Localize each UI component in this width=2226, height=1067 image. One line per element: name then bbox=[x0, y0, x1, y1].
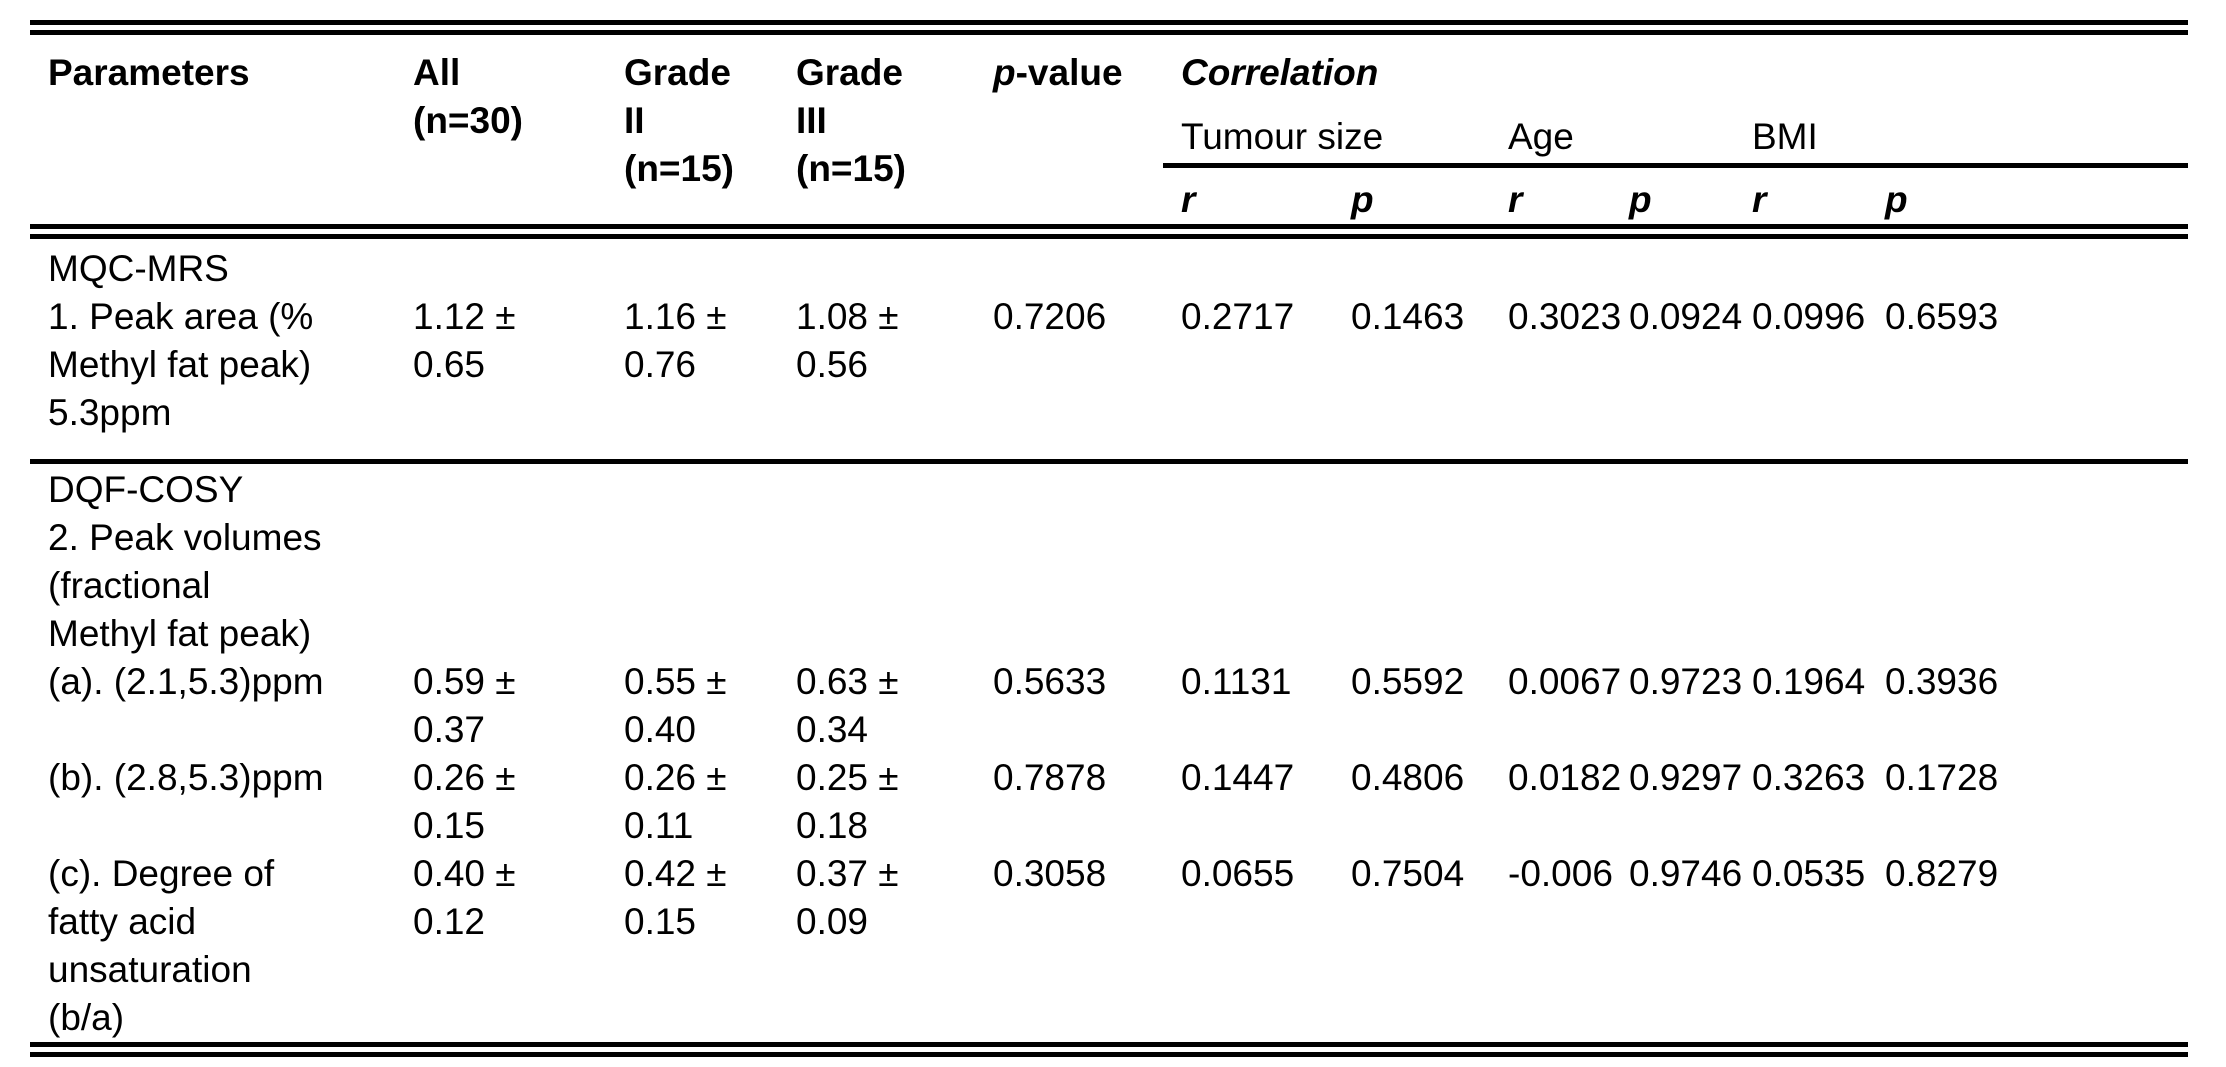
parameters-correlation-table: Parameters All (n=30) Grade II (n=15) Gr… bbox=[30, 20, 2189, 1057]
all-cell: 1.12 ± 0.65 bbox=[413, 295, 516, 385]
tumour-p-cell: 0.7504 bbox=[1351, 852, 1465, 894]
all-cell: 0.59 ± 0.37 bbox=[413, 660, 516, 750]
pvalue-p: p bbox=[993, 52, 1016, 93]
group-header-age: Age bbox=[1490, 97, 1734, 168]
age-r-header: r bbox=[1508, 178, 1523, 220]
table-row: (b). (2.8,5.3)ppm 0.26 ± 0.15 0.26 ± 0.1… bbox=[30, 754, 2188, 850]
bmi-p-cell: 0.1728 bbox=[1885, 756, 1999, 798]
bmi-p-cell: 0.3936 bbox=[1885, 660, 1999, 702]
grade2-cell: 0.26 ± 0.11 bbox=[624, 756, 727, 846]
group-header-tumour-size: Tumour size bbox=[1163, 97, 1490, 168]
pvalue-cell: 0.7878 bbox=[993, 756, 1107, 798]
col-header-grade2: Grade II (n=15) bbox=[624, 52, 735, 189]
col-header-pvalue: p-value bbox=[975, 28, 1163, 232]
param-cell: (c). Degree of fatty acid unsaturation (… bbox=[48, 852, 275, 1038]
age-p-cell: 0.9297 bbox=[1629, 756, 1743, 798]
bmi-r-cell: 0.3263 bbox=[1752, 756, 1866, 798]
grade2-cell: 0.55 ± 0.40 bbox=[624, 660, 727, 750]
bmi-r-cell: 0.0535 bbox=[1752, 852, 1866, 894]
pvalue-cell: 0.7206 bbox=[993, 295, 1107, 337]
tumour-p-cell: 0.5592 bbox=[1351, 660, 1465, 702]
tumour-r-cell: 0.1447 bbox=[1181, 756, 1295, 798]
age-r-cell: 0.3023 bbox=[1508, 295, 1622, 337]
bmi-r-header: r bbox=[1752, 178, 1767, 220]
tumour-r-cell: 0.2717 bbox=[1181, 295, 1295, 337]
section-label-mqc-mrs: MQC-MRS bbox=[48, 247, 229, 289]
section-header-row: MQC-MRS bbox=[30, 231, 2188, 293]
age-r-cell: 0.0067 bbox=[1508, 660, 1622, 702]
age-r-cell: -0.006 bbox=[1508, 852, 1613, 894]
grade3-cell: 0.37 ± 0.09 bbox=[796, 852, 899, 942]
table-header: Parameters All (n=30) Grade II (n=15) Gr… bbox=[30, 28, 2189, 231]
header-row-groups: Tumour size Age BMI bbox=[30, 97, 2189, 168]
grade3-cell: 0.25 ± 0.18 bbox=[796, 756, 899, 846]
all-cell: 0.26 ± 0.15 bbox=[413, 756, 516, 846]
pvalue-cell: 0.5633 bbox=[993, 660, 1107, 702]
section-header-row: DQF-COSY 2. Peak volumes (fractional Met… bbox=[30, 461, 2189, 658]
table-row: (a). (2.1,5.3)ppm 0.59 ± 0.37 0.55 ± 0.4… bbox=[30, 658, 2188, 754]
bmi-p-cell: 0.8279 bbox=[1885, 852, 1999, 894]
age-r-cell: 0.0182 bbox=[1508, 756, 1622, 798]
grade2-cell: 0.42 ± 0.15 bbox=[624, 852, 727, 942]
all-cell: 0.40 ± 0.12 bbox=[413, 852, 516, 942]
table-body: MQC-MRS 1. Peak area (% Methyl fat peak)… bbox=[30, 231, 2189, 1050]
grade3-cell: 1.08 ± 0.56 bbox=[796, 295, 899, 385]
grade2-cell: 1.16 ± 0.76 bbox=[624, 295, 727, 385]
bmi-r-cell: 0.1964 bbox=[1752, 660, 1866, 702]
param-cell: (b). (2.8,5.3)ppm bbox=[48, 756, 324, 798]
grade3-cell: 0.63 ± 0.34 bbox=[796, 660, 899, 750]
tumour-p-cell: 0.4806 bbox=[1351, 756, 1465, 798]
group-header-bmi: BMI bbox=[1734, 97, 2189, 168]
tumour-r-cell: 0.0655 bbox=[1181, 852, 1295, 894]
param-cell: 1. Peak area (% Methyl fat peak) 5.3ppm bbox=[48, 295, 314, 433]
age-p-cell: 0.9723 bbox=[1629, 660, 1743, 702]
param-cell: (a). (2.1,5.3)ppm bbox=[48, 660, 324, 702]
table-row: (c). Degree of fatty acid unsaturation (… bbox=[30, 850, 2188, 1050]
age-p-cell: 0.0924 bbox=[1629, 295, 1743, 337]
bmi-p-cell: 0.6593 bbox=[1885, 295, 1999, 337]
bmi-p-header: p bbox=[1885, 178, 1908, 220]
tumour-r-cell: 0.1131 bbox=[1181, 660, 1292, 702]
tumour-p-cell: 0.1463 bbox=[1351, 295, 1465, 337]
pvalue-cell: 0.3058 bbox=[993, 852, 1107, 894]
header-row-top: Parameters All (n=30) Grade II (n=15) Gr… bbox=[30, 28, 2188, 189]
col-header-parameters: Parameters bbox=[48, 52, 250, 93]
pvalue-rest: -value bbox=[1015, 52, 1123, 93]
tumour-p-header: p bbox=[1351, 178, 1374, 220]
table-row: 1. Peak area (% Methyl fat peak) 5.3ppm … bbox=[30, 293, 2188, 462]
age-p-cell: 0.9746 bbox=[1629, 852, 1743, 894]
bmi-r-cell: 0.0996 bbox=[1752, 295, 1866, 337]
col-header-correlation: Correlation bbox=[1181, 52, 1379, 93]
col-header-grade3: Grade III (n=15) bbox=[796, 52, 907, 189]
age-p-header: p bbox=[1629, 178, 1652, 220]
col-header-all: All (n=30) bbox=[413, 52, 524, 141]
tumour-r-header: r bbox=[1181, 178, 1196, 220]
section-label-dqf-cosy: DQF-COSY 2. Peak volumes (fractional Met… bbox=[48, 468, 322, 654]
